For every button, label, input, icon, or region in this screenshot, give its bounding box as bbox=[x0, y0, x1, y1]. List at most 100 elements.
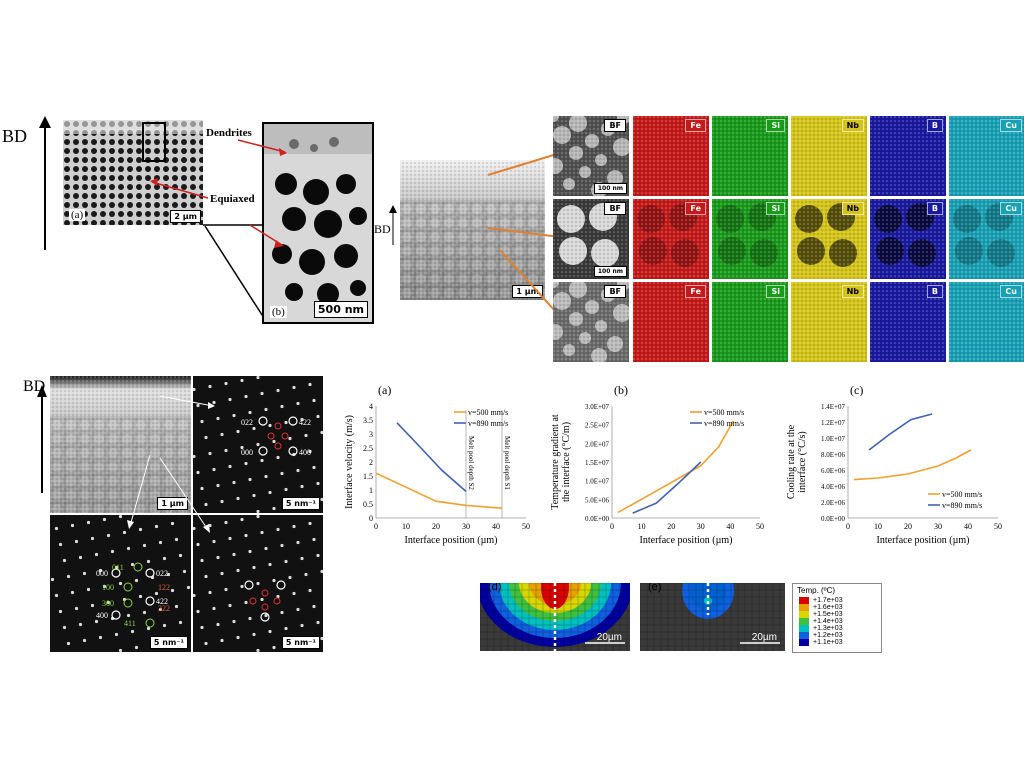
secondary-spot-ring bbox=[249, 597, 257, 605]
series-line-1 bbox=[853, 449, 972, 481]
diffraction-spot bbox=[288, 436, 292, 441]
scale-bar-dp1: 5 nm⁻¹ bbox=[281, 497, 320, 510]
diffraction-spot bbox=[170, 521, 175, 526]
eds-map-b-row-1: B bbox=[870, 116, 946, 196]
indexed-spot-ring bbox=[111, 568, 121, 578]
secondary-spot-ring bbox=[274, 442, 282, 450]
x-tick-label: 50 bbox=[756, 522, 764, 531]
legend-color-swatch bbox=[799, 625, 809, 632]
element-label-si: Si bbox=[766, 285, 785, 298]
diffraction-spot bbox=[316, 414, 320, 419]
diffraction-spot bbox=[312, 398, 316, 403]
scale-bar-dp2: 5 nm⁻¹ bbox=[149, 636, 188, 649]
eds-map-cu-row-2: Cu bbox=[949, 199, 1024, 279]
bf-label: BF bbox=[604, 285, 626, 298]
x-tick-label: 30 bbox=[697, 522, 705, 531]
legend-color-swatch bbox=[799, 618, 809, 625]
diffraction-spot bbox=[98, 635, 103, 640]
series-line-2 bbox=[396, 422, 467, 493]
temperature-legend: Temp. (ºC) +1.7e+03 +1.6e+03 +1.5e+03 +1.4e… bbox=[792, 583, 882, 653]
x-tick-label: 40 bbox=[492, 522, 500, 531]
diffraction-spot bbox=[94, 552, 99, 557]
diffraction-spot bbox=[98, 568, 103, 573]
diffraction-spot bbox=[312, 604, 316, 609]
indexed-spot-ring bbox=[145, 596, 155, 606]
chart-a: (a) 0 10 20 30 40 50 0 0.5 1 1.5 2 2.5 3 3.5 4 Interface… bbox=[344, 383, 530, 546]
legend-color-swatch bbox=[799, 597, 809, 604]
bd-arrow bbox=[39, 116, 51, 250]
sim-image-e: (e) 20µm bbox=[640, 583, 785, 651]
diffraction-spot bbox=[272, 506, 276, 511]
diffraction-spot bbox=[292, 524, 296, 529]
series-line-2 bbox=[868, 413, 933, 451]
diffraction-spot bbox=[256, 442, 260, 447]
diffraction-spot bbox=[196, 542, 200, 547]
element-label-nb: Nb bbox=[841, 119, 864, 132]
diffraction-spot bbox=[208, 590, 212, 595]
element-label-cu: Cu bbox=[1000, 285, 1022, 298]
spot-index-label: 322 bbox=[158, 604, 170, 613]
diffraction-spot bbox=[162, 556, 167, 561]
element-label-cu: Cu bbox=[1000, 202, 1022, 215]
x-tick-label: 0 bbox=[374, 522, 378, 531]
element-label-nb: Nb bbox=[841, 202, 864, 215]
diffraction-spot bbox=[220, 432, 224, 437]
diffraction-spot bbox=[196, 609, 200, 614]
x-tick-label: 50 bbox=[522, 522, 530, 531]
line-charts: (a) 0 10 20 30 40 50 0 0.5 1 1.5 2 2.5 3 3.5 4 Interface… bbox=[344, 383, 1002, 546]
eds-map-cu-row-3: Cu bbox=[949, 282, 1024, 362]
diffraction-spot bbox=[154, 591, 159, 596]
legend-value: +1.2e+03 bbox=[813, 632, 843, 639]
diffraction-spot bbox=[276, 455, 280, 460]
element-label-cu: Cu bbox=[1000, 119, 1022, 132]
diffraction-spot bbox=[146, 626, 151, 631]
diffraction-spot bbox=[232, 413, 236, 418]
secondary-spot-ring bbox=[267, 432, 275, 440]
legend-color-swatch bbox=[799, 611, 809, 618]
y-tick-label: 1.2E+07 bbox=[821, 419, 845, 427]
diffraction-spot bbox=[220, 638, 224, 643]
diffraction-spot bbox=[54, 526, 59, 531]
diffraction-spot bbox=[82, 638, 87, 643]
diffraction-spot bbox=[268, 423, 272, 428]
diffraction-spot bbox=[272, 578, 276, 583]
diffraction-spot bbox=[200, 558, 204, 563]
diffraction-spot bbox=[138, 594, 143, 599]
diffraction-spot bbox=[256, 648, 260, 652]
scale-bar-bf2: 1 µm bbox=[157, 497, 188, 510]
diffraction-spot bbox=[276, 388, 280, 393]
legend-value: +1.4e+03 bbox=[813, 618, 843, 625]
y-tick-label: 3 bbox=[369, 430, 373, 439]
y-tick-label: 2 bbox=[369, 458, 373, 467]
y-tick-label: 1.0E+07 bbox=[585, 478, 609, 486]
diffraction-spot bbox=[220, 571, 224, 576]
diffraction-spot bbox=[256, 515, 260, 519]
sem-image-b: (b) 500 nm bbox=[262, 122, 374, 324]
diffraction-spot bbox=[256, 376, 260, 380]
diffraction-spot bbox=[126, 546, 131, 551]
legend-label: v=500 mm/s bbox=[704, 408, 744, 417]
diffraction-spot bbox=[312, 537, 316, 542]
diffraction-spot bbox=[220, 499, 224, 504]
diffraction-spot bbox=[236, 429, 240, 434]
diffraction-spot bbox=[260, 530, 264, 535]
secondary-spot-ring bbox=[261, 603, 269, 611]
diffraction-spot bbox=[236, 496, 240, 501]
diffraction-spot bbox=[204, 502, 208, 507]
diffraction-spot bbox=[248, 616, 252, 621]
diffraction-spot bbox=[260, 391, 264, 396]
diffraction-spot bbox=[296, 540, 300, 545]
diffraction-spot bbox=[186, 585, 191, 590]
spot-index-label: 300 bbox=[102, 599, 114, 608]
diffraction-spot bbox=[316, 620, 320, 625]
y-tick-label: 0.0E+00 bbox=[585, 515, 609, 523]
diffraction-spot bbox=[224, 587, 228, 592]
indexed-spot-ring bbox=[258, 416, 268, 426]
diffraction-spot bbox=[224, 520, 228, 525]
melt-pool-label: Melt pool depth S2 bbox=[467, 436, 475, 490]
y-tick-label: 2.5 bbox=[363, 444, 373, 453]
diffraction-spot bbox=[264, 474, 268, 479]
diffraction-spot bbox=[244, 600, 248, 605]
diffraction-spot bbox=[193, 387, 196, 392]
